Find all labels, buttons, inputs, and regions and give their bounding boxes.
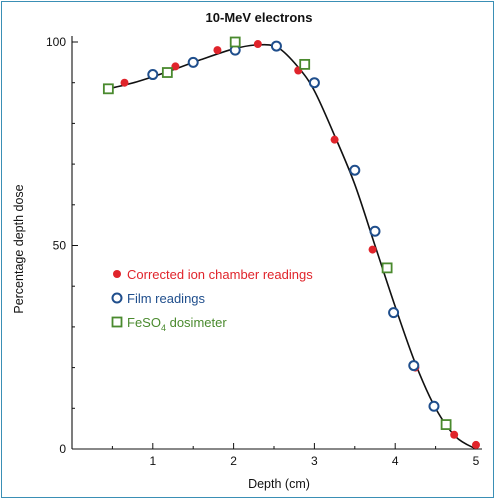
legend-item-film: Film readings <box>111 291 206 306</box>
film-reading-point <box>270 40 282 52</box>
legend-label-ion-chamber: Corrected ion chamber readings <box>127 267 313 282</box>
legend-label-feso4: FeSO4 dosimeter <box>127 315 227 333</box>
ion-chamber-point <box>253 40 262 49</box>
legend-marker-filled-circle <box>113 270 121 278</box>
y-tick-label: 50 <box>53 239 67 253</box>
x-axis-label: Depth (cm) <box>248 477 310 491</box>
film-reading-point <box>428 400 440 412</box>
film-reading-point <box>388 307 400 319</box>
ion-chamber-point <box>368 245 377 254</box>
feso4-dosimeter-point <box>161 67 173 78</box>
legend-label-film: Film readings <box>127 291 206 306</box>
film-reading-point <box>147 69 159 81</box>
legend-marker-open-circle <box>111 292 123 304</box>
x-axis-ticks: 1 2 3 4 5 <box>111 443 480 468</box>
fit-curve-line <box>108 43 477 450</box>
legend-label-feso4-main: FeSO <box>127 315 161 330</box>
feso4-dosimeter-point <box>381 262 393 274</box>
legend-item-feso4: FeSO4 dosimeter <box>111 315 227 333</box>
legend-label-feso4-subscript: 4 <box>161 323 166 333</box>
ion-chamber-point <box>330 135 339 144</box>
x-tick-label: 5 <box>473 454 480 468</box>
ion-chamber-point <box>472 440 480 449</box>
film-reading-point <box>369 225 381 237</box>
axes <box>71 36 482 450</box>
x-tick-label: 4 <box>392 454 399 468</box>
film-reading-point <box>408 360 420 372</box>
chart-title: 10-MeV electrons <box>206 10 313 25</box>
ion-chamber-point <box>450 430 459 439</box>
ion-chamber-point <box>171 62 180 71</box>
film-reading-point <box>349 164 361 176</box>
y-axis-label: Percentage depth dose <box>12 184 26 313</box>
x-tick-label: 3 <box>311 454 318 468</box>
y-axis-ticks: 0 50 100 <box>46 35 78 456</box>
y-tick-label: 0 <box>59 442 66 456</box>
legend-label-feso4-tail: dosimeter <box>166 315 227 330</box>
feso4-dosimeter-point <box>299 58 311 70</box>
feso4-dosimeter-point <box>440 419 452 430</box>
data-markers <box>102 36 480 449</box>
legend: Corrected ion chamber readings Film read… <box>111 267 313 333</box>
y-tick-label: 100 <box>46 35 66 49</box>
legend-marker-open-square <box>111 316 123 328</box>
fit-curve-layer <box>108 43 477 450</box>
film-reading-point <box>187 56 199 68</box>
feso4-dosimeter-point <box>102 83 114 95</box>
ion-chamber-point <box>120 78 129 87</box>
ion-chamber-point <box>213 46 222 55</box>
legend-item-ion-chamber: Corrected ion chamber readings <box>113 267 313 282</box>
x-tick-label: 1 <box>149 454 156 468</box>
film-reading-point <box>308 77 320 89</box>
feso4-dosimeter-point <box>229 36 241 48</box>
x-tick-label: 2 <box>230 454 237 468</box>
